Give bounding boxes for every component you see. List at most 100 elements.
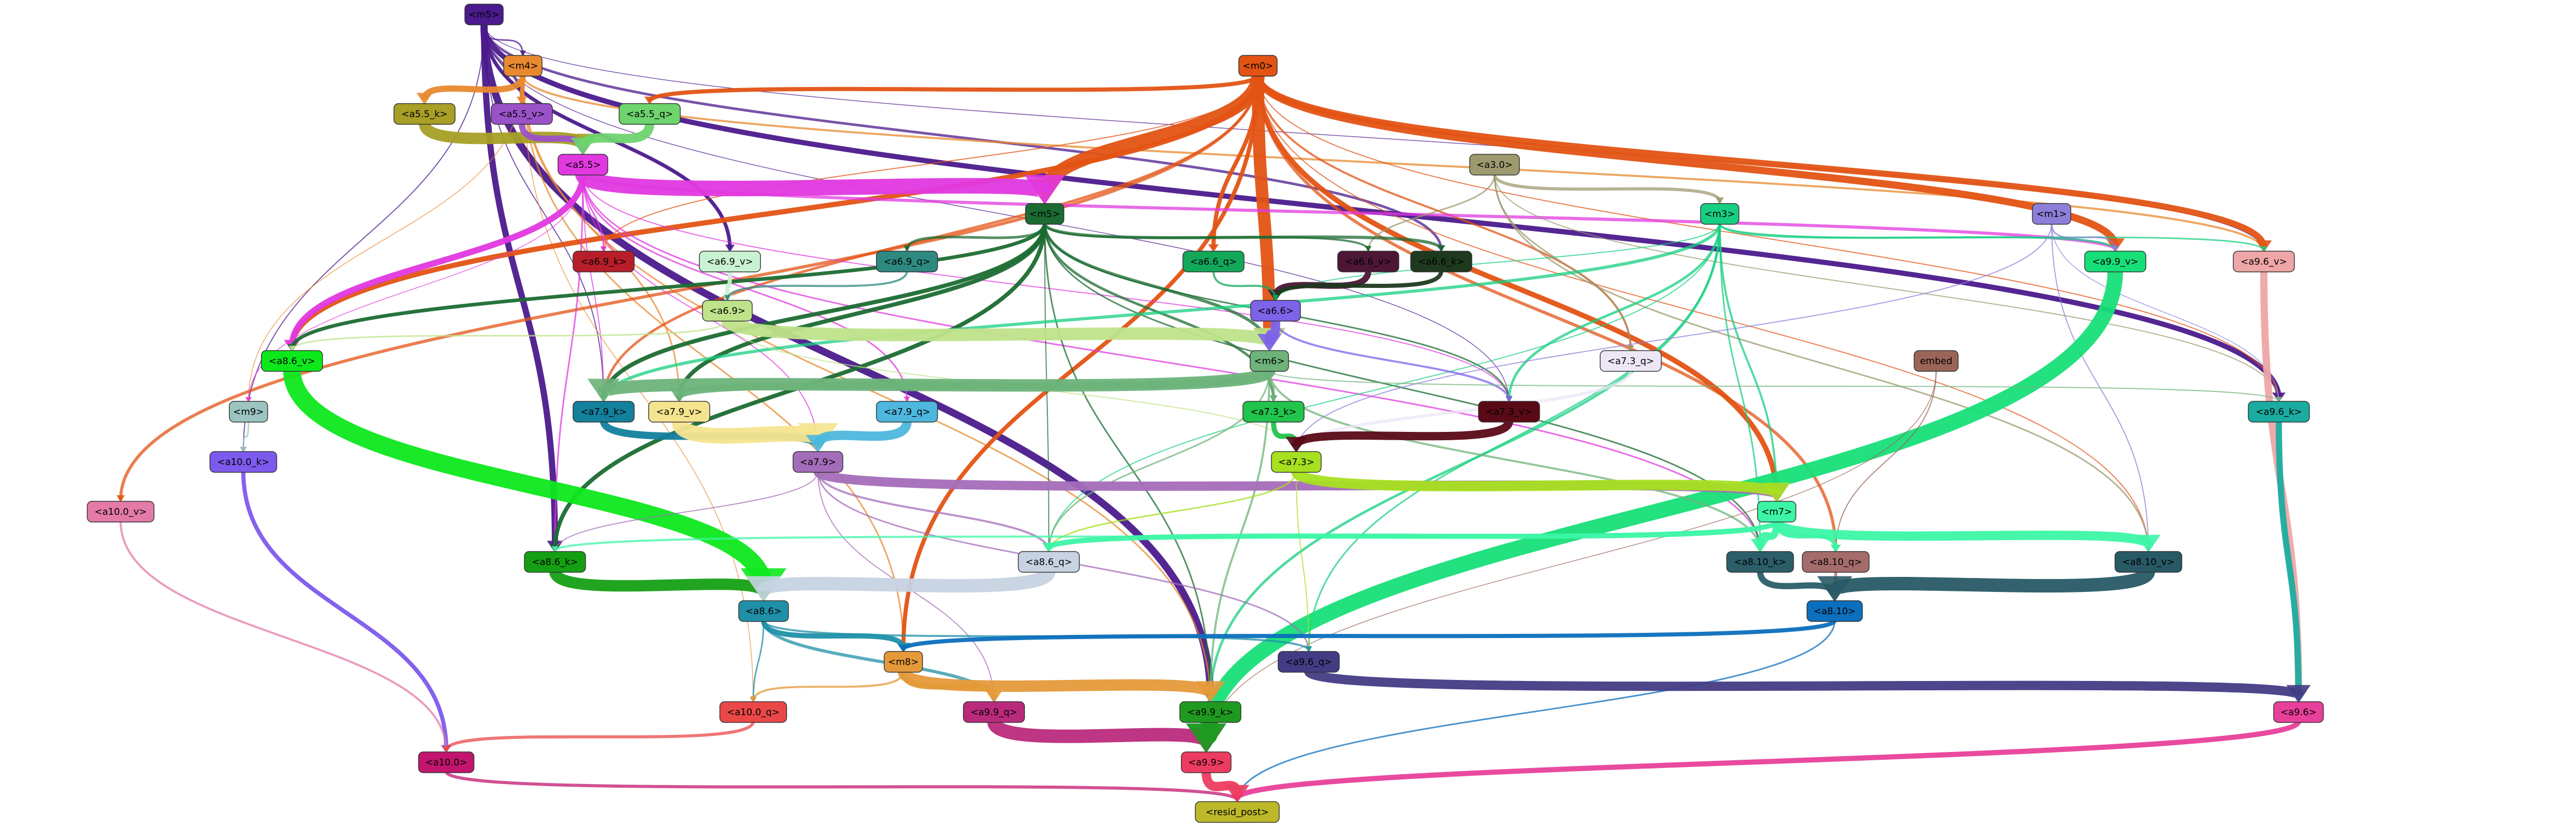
node-a8-6-k[interactable]: <a8.6_k> [524,551,586,573]
node-a9-6-k[interactable]: <a9.6_k> [2248,401,2310,423]
node-a6-6-q[interactable]: <a6.6_q> [1182,251,1245,272]
node-box[interactable] [963,701,1025,723]
node-box[interactable] [524,551,586,573]
node-box[interactable] [1025,203,1064,225]
node-box[interactable] [1700,203,1739,225]
node-box[interactable] [1469,154,1520,176]
node-box[interactable] [209,451,277,473]
node-box[interactable] [876,401,938,423]
node-a8-10-q[interactable]: <a8.10_q> [1802,551,1870,573]
node-box[interactable] [738,600,789,622]
node-a5-5-k[interactable]: <a5.5_k> [393,103,456,125]
node-box[interactable] [1238,55,1278,77]
node-a6-6[interactable]: <a6.6> [1250,300,1301,322]
node-a10-0-v[interactable]: <a10.0_v> [86,501,155,523]
node-box[interactable] [702,300,753,322]
node-a9-6-q[interactable]: <a9.6_q> [1278,651,1340,673]
node-a9-9[interactable]: <a9.9> [1181,751,1232,773]
node-box[interactable] [503,55,543,77]
node-ms[interactable]: <m5> [464,4,504,25]
node-box[interactable] [2114,551,2183,573]
node-box[interactable] [393,103,456,125]
node-box[interactable] [573,251,635,272]
node-box[interactable] [573,401,635,423]
node-a7-9-k[interactable]: <a7.9_k> [573,401,635,423]
node-box[interactable] [719,701,787,723]
node-box[interactable] [1179,701,1241,723]
node-box[interactable] [1726,551,1794,573]
node-box[interactable] [2248,401,2310,423]
node-box[interactable] [1250,350,1289,372]
node-box[interactable] [1802,551,1870,573]
node-box[interactable] [261,350,323,372]
node-box[interactable] [1337,251,1399,272]
node-a7-3-q[interactable]: <a7.3_q> [1600,350,1662,372]
node-box[interactable] [1410,251,1472,272]
node-box[interactable] [2233,251,2295,272]
node-a5-5-v[interactable]: <a5.5_v> [491,103,553,125]
node-a7-9-q[interactable]: <a7.9_q> [876,401,938,423]
node-a7-9-v[interactable]: <a7.9_v> [648,401,710,423]
node-a9-9-v[interactable]: <a9.9_v> [2084,251,2146,272]
node-box[interactable] [1600,350,1662,372]
node-a10-0-k[interactable]: <a10.0_k> [209,451,277,473]
node-a8-6-v[interactable]: <a8.6_v> [261,350,323,372]
node-a9-6-v[interactable]: <a9.6_v> [2233,251,2295,272]
node-a3-0[interactable]: <a3.0> [1469,154,1520,176]
node-a6-6-k[interactable]: <a6.6_k> [1410,251,1472,272]
node-m5[interactable]: <m5> [1025,203,1064,225]
node-box[interactable] [86,501,155,523]
node-box[interactable] [1181,751,1232,773]
node-embed[interactable]: embed [1913,350,1959,372]
node-a7-3-v[interactable]: <a7.3_v> [1478,401,1540,423]
node-a8-6[interactable]: <a8.6> [738,600,789,622]
node-a9-9-k[interactable]: <a9.9_k> [1179,701,1241,723]
node-box[interactable] [648,401,710,423]
node-a10-0[interactable]: <a10.0> [418,751,475,773]
node-m3[interactable]: <m3> [1700,203,1739,225]
node-a9-6[interactable]: <a9.6> [2273,701,2324,723]
node-box[interactable] [1271,451,1322,473]
node-box[interactable] [1278,651,1340,673]
node-box[interactable] [884,651,923,673]
node-a10-0-q[interactable]: <a10.0_q> [719,701,787,723]
node-box[interactable] [619,103,681,125]
node-a5-5[interactable]: <a5.5> [558,154,608,176]
node-a6-6-v[interactable]: <a6.6_v> [1337,251,1399,272]
node-box[interactable] [1195,801,1280,823]
node-resid-post[interactable]: <resid_post> [1195,801,1280,823]
node-a6-9-v[interactable]: <a6.9_v> [699,251,761,272]
node-a6-9[interactable]: <a6.9> [702,300,753,322]
node-a8-10[interactable]: <a8.10> [1806,600,1863,622]
node-box[interactable] [2084,251,2146,272]
node-a6-9-q[interactable]: <a6.9_q> [876,251,938,272]
node-a7-9[interactable]: <a7.9> [793,451,843,473]
node-m7[interactable]: <m7> [1757,501,1796,523]
node-box[interactable] [2273,701,2324,723]
node-box[interactable] [229,401,268,423]
node-a7-3-k[interactable]: <a7.3_k> [1242,401,1305,423]
node-box[interactable] [1478,401,1540,423]
node-a8-10-k[interactable]: <a8.10_k> [1726,551,1794,573]
node-m9[interactable]: <m9> [229,401,268,423]
node-box[interactable] [1913,350,1959,372]
node-a5-5-q[interactable]: <a5.5_q> [619,103,681,125]
node-a8-6-q[interactable]: <a8.6_q> [1018,551,1080,573]
node-m4[interactable]: <m4> [503,55,543,77]
node-box[interactable] [2032,203,2071,225]
node-box[interactable] [699,251,761,272]
node-box[interactable] [491,103,553,125]
node-box[interactable] [464,4,504,25]
node-a7-3[interactable]: <a7.3> [1271,451,1322,473]
node-box[interactable] [1806,600,1863,622]
node-box[interactable] [1018,551,1080,573]
node-a9-9-q[interactable]: <a9.9_q> [963,701,1025,723]
node-box[interactable] [1757,501,1796,523]
node-m0[interactable]: <m0> [1238,55,1278,77]
node-box[interactable] [1242,401,1305,423]
node-box[interactable] [558,154,608,176]
node-a6-9-k[interactable]: <a6.9_k> [573,251,635,272]
node-m6[interactable]: <m6> [1250,350,1289,372]
node-box[interactable] [418,751,475,773]
node-box[interactable] [876,251,938,272]
